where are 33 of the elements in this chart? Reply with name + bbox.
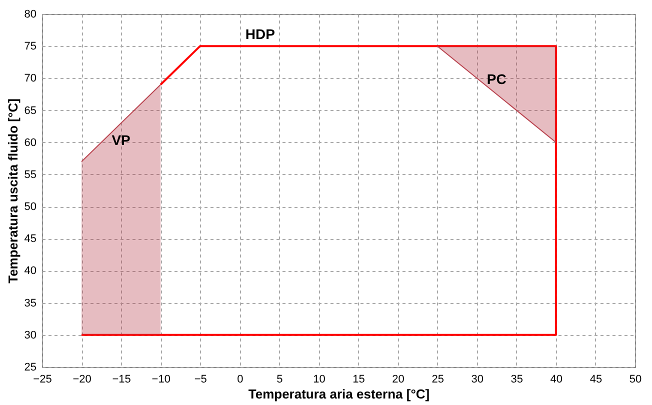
x-tick-label: −15 bbox=[112, 374, 131, 386]
series-label: PC bbox=[486, 71, 506, 88]
y-tick-label: 30 bbox=[24, 329, 36, 342]
x-tick-label: 5 bbox=[276, 374, 283, 386]
y-tick-label: 40 bbox=[24, 265, 36, 278]
x-tick-label: 10 bbox=[313, 374, 326, 386]
y-tick-label: 25 bbox=[24, 362, 36, 374]
x-tick-label: 30 bbox=[471, 374, 484, 386]
y-axis-title: Temperatura uscita fluido [°C] bbox=[5, 98, 20, 284]
y-tick-label: 70 bbox=[24, 72, 36, 85]
x-axis-title: Temperatura aria esterna [°C] bbox=[248, 386, 430, 402]
series-label: HDP bbox=[245, 26, 275, 42]
x-tick-label: −10 bbox=[152, 374, 170, 386]
y-tick-label: 60 bbox=[24, 136, 36, 149]
x-tick-label: 40 bbox=[550, 374, 563, 386]
y-tick-label: 80 bbox=[24, 8, 36, 20]
y-tick-label: 50 bbox=[24, 201, 36, 214]
y-tick-label: 65 bbox=[24, 104, 36, 117]
x-tick-label: 15 bbox=[352, 374, 365, 386]
y-tick-label: 75 bbox=[24, 40, 36, 53]
y-tick-label: 55 bbox=[24, 168, 36, 181]
y-tick-label: 35 bbox=[24, 297, 36, 310]
y-tick-label: 45 bbox=[24, 233, 36, 246]
x-tick-label: −25 bbox=[33, 374, 52, 386]
x-tick-label: −20 bbox=[72, 374, 92, 386]
x-tick-label: 50 bbox=[629, 374, 642, 386]
x-tick-label: 45 bbox=[590, 374, 602, 386]
x-tick-label: 0 bbox=[237, 374, 244, 386]
x-tick-label: 20 bbox=[392, 374, 404, 386]
x-tick-label: 25 bbox=[432, 374, 444, 386]
x-tick-label: −5 bbox=[194, 374, 207, 386]
series-label: VP bbox=[112, 132, 130, 148]
x-tick-label: 35 bbox=[510, 374, 524, 386]
